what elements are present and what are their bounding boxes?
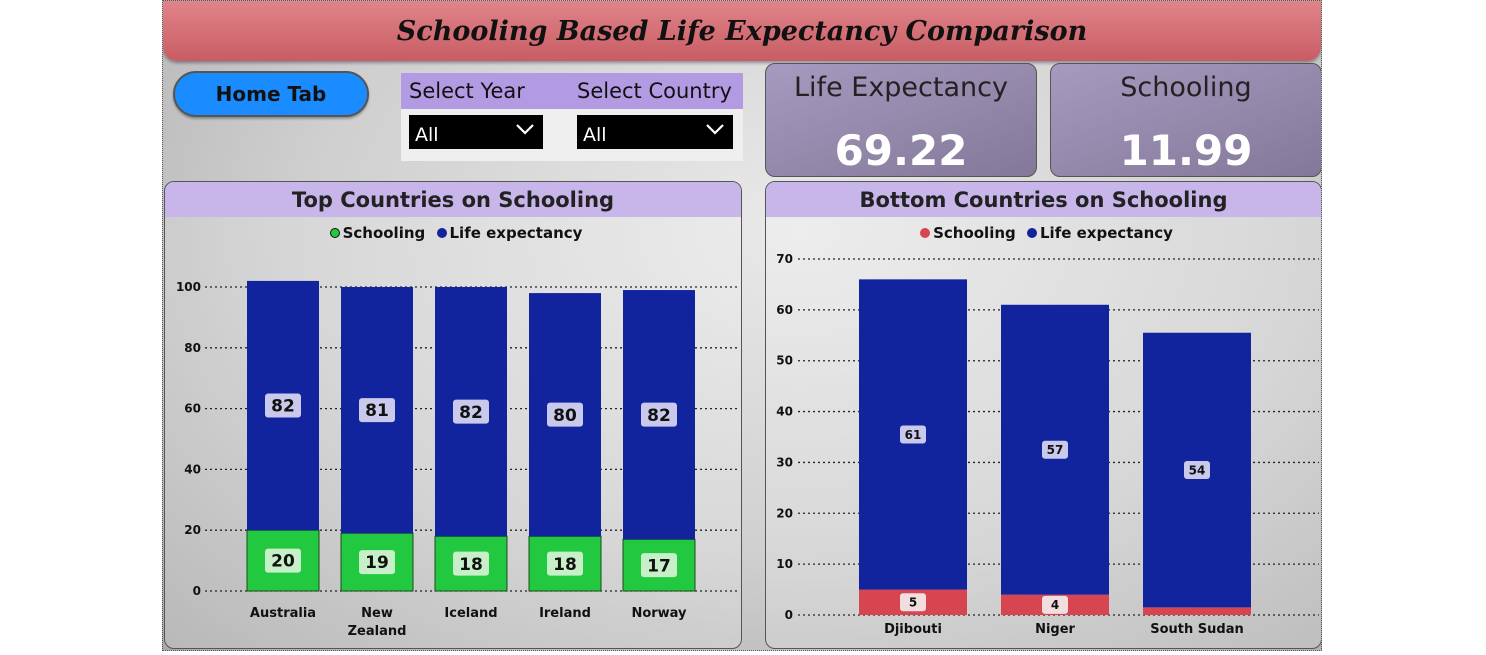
data-label: 5 [909,596,917,610]
schooling-card-value: 11.99 [1051,126,1321,175]
country-dropdown[interactable]: All [577,115,733,149]
country-dropdown-value: All [583,124,607,146]
data-label: 82 [647,406,671,426]
data-label: 18 [459,555,483,575]
y-tick-label: 60 [184,402,201,416]
y-tick-label: 50 [776,354,793,368]
year-slicer-label: Select Year [401,73,575,109]
report-canvas: Schooling Based Life Expectancy Comparis… [162,0,1322,651]
y-tick-label: 40 [776,405,793,419]
y-tick-label: 10 [776,557,793,571]
data-label: 19 [365,553,389,573]
data-label: 81 [365,401,389,421]
home-tab-button[interactable]: Home Tab [173,71,369,117]
x-tick-label: Norway [631,606,687,621]
data-label: 4 [1051,598,1059,612]
x-tick-label: Iceland [444,606,497,621]
life-expectancy-card-value: 69.22 [766,126,1036,175]
top-countries-chart: 0 20 40 60 80 100 20 82 Australia 19 81 New Zealand 1… [165,228,741,648]
y-tick-label: 0 [785,608,793,622]
top-countries-title: Top Countries on Schooling [165,182,741,217]
x-tick-label: South Sudan [1150,622,1244,637]
chevron-down-icon [705,122,725,136]
data-label: 82 [459,403,483,423]
data-label: 54 [1189,463,1206,477]
country-slicer: Select Country All [569,73,743,161]
y-tick-label: 20 [776,506,793,520]
y-tick-label: 70 [776,252,793,266]
schooling-card-label: Schooling [1051,72,1321,103]
y-tick-label: 60 [776,303,793,317]
life-expectancy-card-label: Life Expectancy [766,72,1036,103]
y-tick-label: 30 [776,455,793,469]
year-dropdown[interactable]: All [409,115,543,149]
x-tick-label: Australia [250,606,316,621]
y-tick-label: 40 [184,462,201,476]
title-banner: Schooling Based Life Expectancy Comparis… [163,1,1321,61]
x-tick-label: Niger [1035,622,1075,637]
y-tick-label: 100 [176,280,201,294]
data-label: 17 [647,556,671,576]
bottom-countries-chart: 0 10 20 30 40 50 60 70 5 61 Djibouti 4 57 Niger 54 Sout… [766,228,1321,648]
y-tick-label: 20 [184,523,201,537]
page-title: Schooling Based Life Expectancy Comparis… [397,16,1087,47]
bottom-countries-title: Bottom Countries on Schooling [766,182,1321,217]
bar-schooling [1143,607,1251,615]
x-tick-label: New [361,606,393,621]
country-slicer-label: Select Country [569,73,743,109]
schooling-card: Schooling 11.99 [1050,63,1322,177]
data-label: 61 [905,428,922,442]
x-tick-label: Ireland [539,606,591,621]
chevron-down-icon [515,122,535,136]
y-tick-label: 80 [184,341,201,355]
life-expectancy-card: Life Expectancy 69.22 [765,63,1037,177]
top-countries-panel: Top Countries on Schooling Schooling Lif… [164,181,742,649]
x-tick-label: Zealand [348,624,407,639]
year-dropdown-value: All [415,124,439,146]
data-label: 80 [553,406,577,426]
y-tick-label: 0 [193,584,201,598]
bottom-countries-panel: Bottom Countries on Schooling Schooling … [765,181,1322,649]
data-label: 82 [271,397,295,417]
data-label: 20 [271,552,295,572]
x-tick-label: Djibouti [884,622,942,637]
data-label: 57 [1047,443,1064,457]
year-slicer: Select Year All [401,73,575,161]
data-label: 18 [553,555,577,575]
